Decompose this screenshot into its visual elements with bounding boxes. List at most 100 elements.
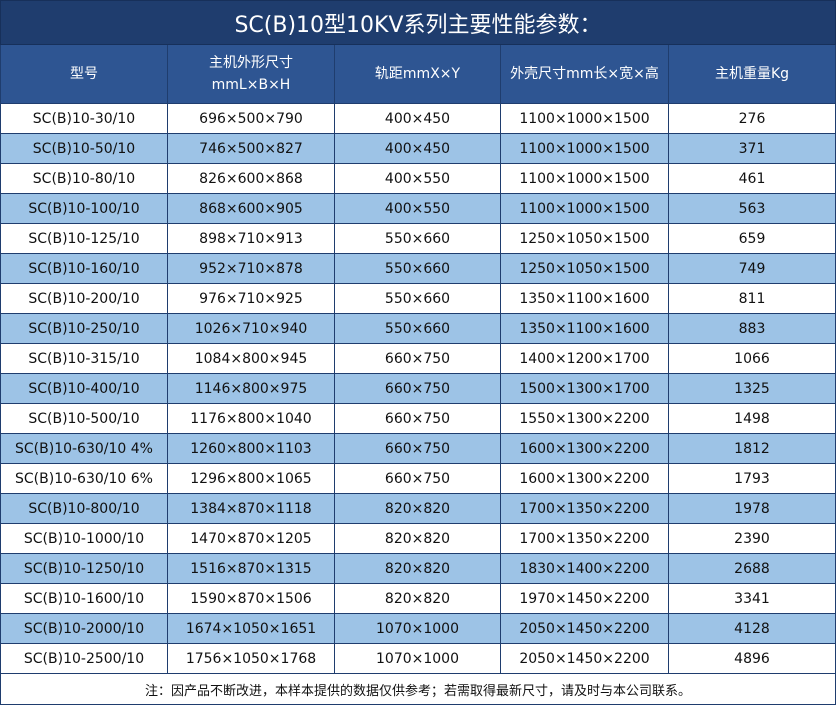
table-cell: 826×600×868 [168, 164, 335, 194]
table-cell: 660×750 [335, 374, 501, 404]
table-cell: 1260×800×1103 [168, 434, 335, 464]
table-cell: 2688 [669, 554, 836, 584]
table-cell: 1674×1050×1651 [168, 614, 335, 644]
table-cell: 820×820 [335, 524, 501, 554]
table-cell: 696×500×790 [168, 104, 335, 134]
table-cell: SC(B)10-2000/10 [0, 614, 168, 644]
table-cell: SC(B)10-500/10 [0, 404, 168, 434]
table-cell: SC(B)10-1000/10 [0, 524, 168, 554]
table-cell: 1100×1000×1500 [501, 194, 669, 224]
table-cell: 660×750 [335, 344, 501, 374]
table-cell: 2050×1450×2200 [501, 644, 669, 674]
table-cell: 1516×870×1315 [168, 554, 335, 584]
table-cell: 1066 [669, 344, 836, 374]
table-cell: SC(B)10-1600/10 [0, 584, 168, 614]
header-cell: 外壳尺寸mm长×宽×高 [501, 45, 669, 104]
table-cell: SC(B)10-125/10 [0, 224, 168, 254]
table-cell: 1830×1400×2200 [501, 554, 669, 584]
table-cell: 1084×800×945 [168, 344, 335, 374]
table-cell: 550×660 [335, 254, 501, 284]
table-cell: 659 [669, 224, 836, 254]
table-cell: SC(B)10-80/10 [0, 164, 168, 194]
table-cell: 1070×1000 [335, 614, 501, 644]
table-cell: 660×750 [335, 464, 501, 494]
table-cell: SC(B)10-1250/10 [0, 554, 168, 584]
table-cell: 1100×1000×1500 [501, 104, 669, 134]
table-cell: 1812 [669, 434, 836, 464]
table-cell: SC(B)10-250/10 [0, 314, 168, 344]
table-cell: 1600×1300×2200 [501, 464, 669, 494]
table-cell: 1600×1300×2200 [501, 434, 669, 464]
table-cell: SC(B)10-400/10 [0, 374, 168, 404]
table-cell: 820×820 [335, 584, 501, 614]
table-cell: 820×820 [335, 554, 501, 584]
table-cell: 400×450 [335, 104, 501, 134]
table-cell: 1250×1050×1500 [501, 224, 669, 254]
table-cell: SC(B)10-630/10 6% [0, 464, 168, 494]
table-cell: 371 [669, 134, 836, 164]
table-cell: 400×550 [335, 164, 501, 194]
table-cell: 1176×800×1040 [168, 404, 335, 434]
note: 注：因产品不断改进，本样本提供的数据仅供参考；若需取得最新尺寸，请及时与本公司联… [0, 674, 836, 705]
table-cell: SC(B)10-160/10 [0, 254, 168, 284]
table-cell: 746×500×827 [168, 134, 335, 164]
spec-table: 型号 主机外形尺寸 mmL×B×H 轨距mmX×Y 外壳尺寸mm长×宽×高 主机重量Kg… [0, 45, 836, 674]
table-cell: 898×710×913 [168, 224, 335, 254]
table-cell: 2050×1450×2200 [501, 614, 669, 644]
table-cell: 2390 [669, 524, 836, 554]
table-cell: 461 [669, 164, 836, 194]
table-cell: 952×710×878 [168, 254, 335, 284]
table-cell: 563 [669, 194, 836, 224]
header-cell: 主机外形尺寸 mmL×B×H [168, 45, 335, 104]
table-cell: 550×660 [335, 224, 501, 254]
header-cell: 轨距mmX×Y [335, 45, 501, 104]
table-cell: 550×660 [335, 314, 501, 344]
header-cell: 主机重量Kg [669, 45, 836, 104]
table-cell: 1400×1200×1700 [501, 344, 669, 374]
table-cell: 1756×1050×1768 [168, 644, 335, 674]
table-cell: 1296×800×1065 [168, 464, 335, 494]
table-cell: 550×660 [335, 284, 501, 314]
table-cell: 1970×1450×2200 [501, 584, 669, 614]
table-cell: 660×750 [335, 434, 501, 464]
table-cell: 820×820 [335, 494, 501, 524]
table-cell: 1100×1000×1500 [501, 134, 669, 164]
table-cell: 1384×870×1118 [168, 494, 335, 524]
table-cell: 1350×1100×1600 [501, 314, 669, 344]
table-cell: 3341 [669, 584, 836, 614]
table-cell: 868×600×905 [168, 194, 335, 224]
table-cell: 811 [669, 284, 836, 314]
table-cell: 1978 [669, 494, 836, 524]
table-cell: 276 [669, 104, 836, 134]
table-cell: 4896 [669, 644, 836, 674]
table-cell: SC(B)10-2500/10 [0, 644, 168, 674]
table-cell: 660×750 [335, 404, 501, 434]
table-cell: 1100×1000×1500 [501, 164, 669, 194]
table-cell: 749 [669, 254, 836, 284]
table-cell: SC(B)10-50/10 [0, 134, 168, 164]
table-cell: 1793 [669, 464, 836, 494]
table-cell: SC(B)10-30/10 [0, 104, 168, 134]
table-cell: 883 [669, 314, 836, 344]
title: SC(B)10型10KV系列主要性能参数： [0, 0, 836, 45]
table-cell: 1498 [669, 404, 836, 434]
header-cell: 型号 [0, 45, 168, 104]
table-cell: SC(B)10-800/10 [0, 494, 168, 524]
table-cell: 1146×800×975 [168, 374, 335, 404]
table-cell: 1550×1300×2200 [501, 404, 669, 434]
table-cell: SC(B)10-200/10 [0, 284, 168, 314]
table-cell: 1070×1000 [335, 644, 501, 674]
table-cell: 1700×1350×2200 [501, 494, 669, 524]
table-cell: 4128 [669, 614, 836, 644]
table-cell: 1470×870×1205 [168, 524, 335, 554]
table-cell: 1500×1300×1700 [501, 374, 669, 404]
table-cell: 1590×870×1506 [168, 584, 335, 614]
table-cell: 1325 [669, 374, 836, 404]
table-cell: 400×450 [335, 134, 501, 164]
table-cell: SC(B)10-630/10 4% [0, 434, 168, 464]
table-cell: 1350×1100×1600 [501, 284, 669, 314]
table-cell: 400×550 [335, 194, 501, 224]
table-cell: 1700×1350×2200 [501, 524, 669, 554]
table-cell: 1026×710×940 [168, 314, 335, 344]
